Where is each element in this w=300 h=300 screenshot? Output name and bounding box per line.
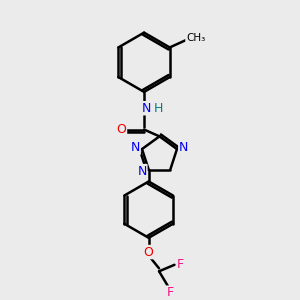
Text: F: F xyxy=(167,286,174,299)
Text: O: O xyxy=(144,245,154,259)
Text: H: H xyxy=(154,102,163,115)
Text: N: N xyxy=(137,165,147,178)
Text: F: F xyxy=(177,258,184,271)
Text: CH₃: CH₃ xyxy=(186,33,205,43)
Text: N: N xyxy=(179,141,188,154)
Text: N: N xyxy=(131,141,140,154)
Text: N: N xyxy=(142,102,151,115)
Text: O: O xyxy=(117,123,127,136)
